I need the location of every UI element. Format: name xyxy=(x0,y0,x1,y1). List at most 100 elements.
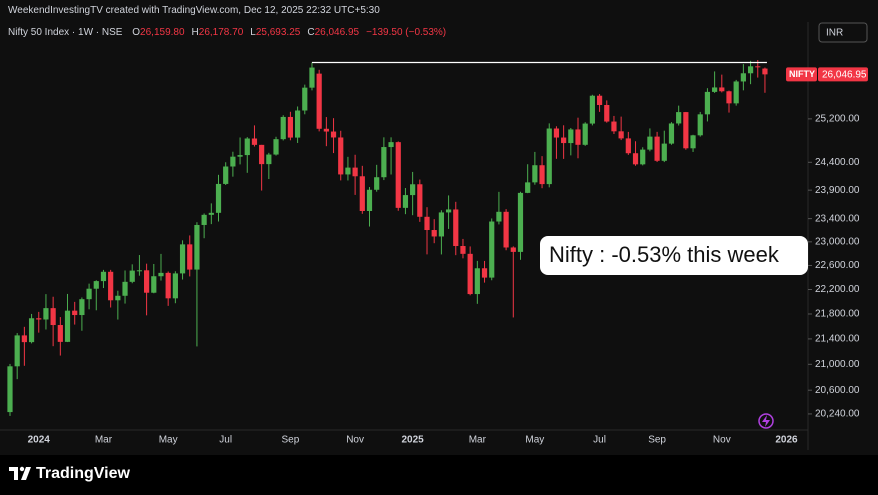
candle-body xyxy=(230,156,236,167)
candle-body xyxy=(223,166,229,184)
candle-body xyxy=(712,87,718,92)
candle-body xyxy=(259,144,265,165)
candle-body xyxy=(676,112,682,124)
legend-value: 26,159.80 xyxy=(140,27,185,38)
price-badge-name-bg xyxy=(786,67,817,82)
candle-body xyxy=(604,104,610,122)
candle-body xyxy=(57,325,63,342)
candle-body xyxy=(43,308,49,320)
candle-body xyxy=(632,153,639,165)
alert-icon[interactable] xyxy=(758,413,774,429)
candle-body xyxy=(647,136,653,150)
legend-key: L xyxy=(250,27,256,38)
y-tick-label: 23,000.00 xyxy=(815,236,860,247)
candle-body xyxy=(668,123,675,144)
x-tick-label: Sep xyxy=(648,435,666,446)
candle-body xyxy=(100,271,107,282)
candle-body xyxy=(417,184,423,217)
legend-value: 26,178.70 xyxy=(198,27,244,38)
candle-body xyxy=(215,183,222,213)
candle-body xyxy=(381,147,387,178)
candle-body xyxy=(561,137,567,144)
annotation-box xyxy=(540,236,808,275)
candle-body xyxy=(64,310,71,342)
candle-body xyxy=(251,138,258,145)
currency-box[interactable] xyxy=(818,22,868,43)
x-tick-label: Mar xyxy=(95,435,113,446)
brand-logo xyxy=(9,466,31,480)
candle-body xyxy=(697,114,703,136)
candle-body xyxy=(208,212,214,215)
candle-body xyxy=(374,177,380,190)
candle-body xyxy=(575,129,581,145)
y-tick-label: 22,200.00 xyxy=(815,284,860,295)
y-tick-label: 21,400.00 xyxy=(815,334,860,345)
candle-body xyxy=(410,184,416,196)
candle-body xyxy=(151,276,157,293)
candle-body xyxy=(165,272,171,299)
candle-body xyxy=(460,246,466,254)
annotation: Nifty : -0.53% this week xyxy=(549,242,780,267)
candle-body xyxy=(424,216,430,231)
candle-body xyxy=(388,142,394,148)
legend: Nifty 50 Index · 1W · NSE O26,159.80 H26,… xyxy=(8,27,446,38)
y-tick-label: 21,000.00 xyxy=(815,359,860,370)
candle-body xyxy=(733,81,739,104)
x-tick-label: 2024 xyxy=(28,435,51,446)
x-tick-label: Mar xyxy=(469,435,487,446)
y-tick-label: 20,240.00 xyxy=(815,409,860,420)
candle-body xyxy=(438,212,444,237)
candle-body xyxy=(532,165,538,183)
candle-body xyxy=(28,318,35,343)
candle-body xyxy=(762,68,768,75)
candle-body xyxy=(187,244,193,270)
candle-body xyxy=(266,154,272,165)
candle-body xyxy=(179,244,186,274)
x-tick-label: May xyxy=(159,435,178,446)
candle-body xyxy=(366,189,373,212)
symbol: Nifty 50 Index · 1W · NSE xyxy=(8,27,123,38)
candle-body xyxy=(690,135,696,149)
candle-body xyxy=(618,131,624,139)
candle-body xyxy=(244,138,250,156)
candle-body xyxy=(108,271,114,301)
candle-body xyxy=(755,66,761,68)
candle-body xyxy=(115,295,121,301)
candle-body xyxy=(144,270,150,293)
y-tick-label: 22,600.00 xyxy=(815,260,860,271)
candle-body xyxy=(201,214,207,225)
x-tick-label: 2026 xyxy=(775,435,798,446)
candle-body xyxy=(740,73,746,82)
candle-body xyxy=(481,268,488,278)
candle-body xyxy=(93,281,99,289)
candle-body xyxy=(352,167,358,177)
candle-body xyxy=(568,129,574,144)
candle-body xyxy=(546,128,552,185)
candle-body xyxy=(129,270,135,282)
candle-body xyxy=(323,128,329,132)
x-tick-label: Sep xyxy=(282,435,300,446)
candle-body xyxy=(294,110,301,138)
credit: WeekendInvestingTV created with TradingV… xyxy=(8,5,380,16)
candle-body xyxy=(726,91,732,104)
candle-body xyxy=(194,224,200,270)
candle-body xyxy=(582,123,588,145)
candle-body xyxy=(517,192,524,252)
candle-body xyxy=(309,67,315,88)
legend-key: O xyxy=(132,27,141,38)
legend-key: H xyxy=(191,27,199,38)
y-tick-label: 23,900.00 xyxy=(815,185,860,196)
candle-body xyxy=(136,270,143,272)
candle-body xyxy=(719,87,725,92)
candle-body xyxy=(747,66,754,74)
logo-dot xyxy=(19,466,25,472)
candle-body xyxy=(316,73,322,129)
candle-body xyxy=(474,268,480,295)
candle-body xyxy=(525,182,531,193)
legend-change: −139.50 (−0.53%) xyxy=(366,27,447,38)
candle-body xyxy=(496,211,502,222)
legend-value: 26,046.95 xyxy=(314,27,360,38)
price-badge-name: NIFTY xyxy=(789,69,815,79)
